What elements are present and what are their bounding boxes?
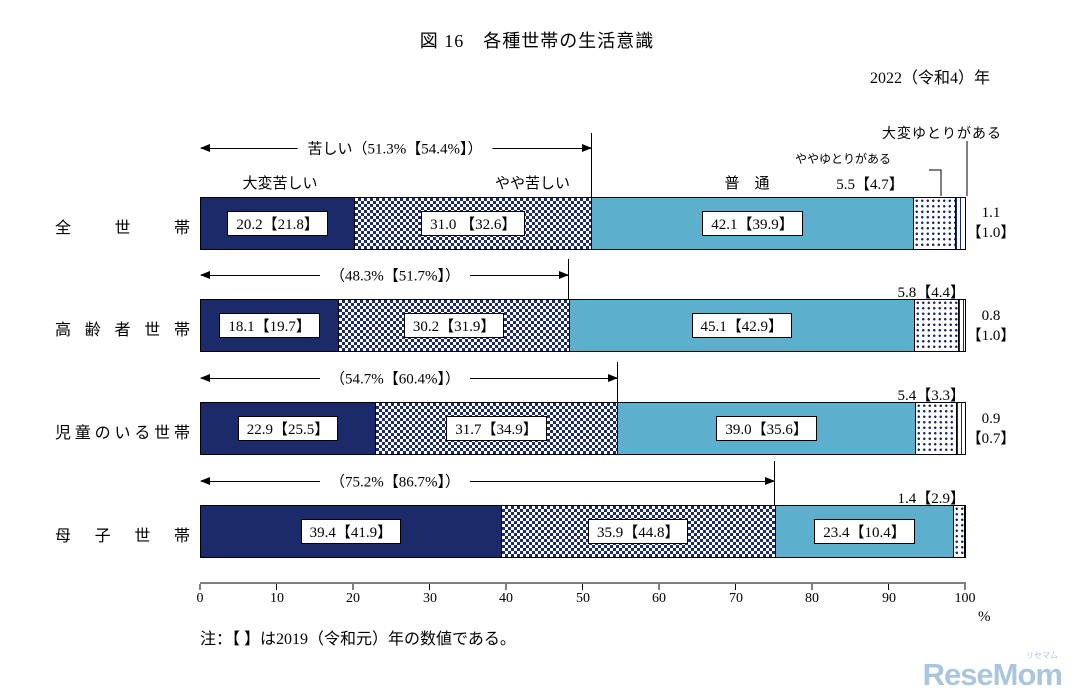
- bar-row-all-households: 20.2【21.8】 31.0 【32.6】 42.1【39.9】: [200, 197, 966, 250]
- watermark-logo: ReseMom: [922, 657, 1063, 692]
- seg-somewhat-difficult: 31.0 【32.6】: [355, 198, 593, 249]
- category-label-elderly: 高齢者世帯: [55, 322, 190, 339]
- seg-some-comfort: [913, 198, 956, 249]
- legend-somewhat-difficult: やや苦しい: [494, 176, 570, 192]
- arrow-left-icon: [200, 144, 210, 152]
- category-label-all-households: 全世帯: [55, 220, 190, 237]
- value-line2: 【1.0】: [966, 225, 1016, 241]
- arrow-right-icon: [765, 477, 776, 485]
- value-box: 31.7【34.9】: [446, 416, 547, 441]
- seg-very-difficult: 22.9【25.5】: [201, 403, 376, 454]
- x-tick-60: 60: [652, 591, 666, 606]
- seg-somewhat-difficult: 35.9【44.8】: [501, 506, 776, 557]
- x-tick-70: 70: [729, 591, 743, 606]
- bracket-label: 苦しい（51.3%【54.4%】）: [297, 137, 493, 159]
- value-box: 20.2【21.8】: [227, 211, 328, 236]
- value-line2: 【0.7】: [966, 431, 1016, 447]
- x-tick-50: 50: [576, 591, 590, 606]
- row3-seg5-value: 0.9 【0.7】: [966, 409, 1016, 449]
- bar-row-single-mother: 39.4【41.9】 35.9【44.8】 23.4【10.4】: [200, 505, 966, 558]
- arrow-left-icon: [200, 477, 210, 485]
- bar-row-elderly: 18.1【19.7】 30.2【31.9】 45.1【42.9】: [200, 299, 966, 352]
- x-tick-30: 30: [423, 591, 437, 606]
- seg-somewhat-difficult: 30.2【31.9】: [339, 300, 570, 351]
- arrow-right-icon: [559, 271, 570, 279]
- seg-some-comfort: [916, 403, 958, 454]
- seg-very-difficult: 18.1【19.7】: [201, 300, 340, 351]
- seg-normal: 39.0【35.6】: [618, 403, 917, 454]
- legend-very-comfort: 大変ゆとりがある: [882, 127, 1002, 142]
- footnote: 注：【 】は2019（令和元）年の数値である。: [200, 631, 516, 648]
- arrow-right-icon: [582, 144, 593, 152]
- row1-seg5-value: 1.1 【1.0】: [966, 203, 1016, 243]
- seg-some-comfort: [914, 300, 959, 351]
- x-tick-20: 20: [346, 591, 360, 606]
- x-tick-90: 90: [882, 591, 896, 606]
- x-tick-0: 0: [196, 591, 204, 606]
- value-box: 22.9【25.5】: [237, 416, 339, 441]
- bracket-line: [201, 481, 775, 482]
- legend-normal: 普 通: [724, 176, 770, 192]
- x-tick-80: 80: [805, 591, 819, 606]
- seg-normal: 45.1【42.9】: [570, 300, 915, 351]
- seg-normal: 42.1【39.9】: [592, 198, 914, 249]
- watermark-furigana: リセマム: [1026, 651, 1058, 660]
- value-box: 35.9【44.8】: [587, 519, 689, 544]
- bar-row-with-children: 22.9【25.5】 31.7【34.9】 39.0【35.6】: [200, 402, 966, 455]
- year-label: 2022（令和4）年: [869, 70, 990, 87]
- legend-some-comfort: ややゆとりがある: [795, 152, 892, 166]
- seg-very-comfort: [957, 403, 965, 454]
- seg-somewhat-difficult: 31.7【34.9】: [375, 403, 619, 454]
- x-axis-line: [199, 582, 966, 590]
- bracket-label: （75.2%【86.7%】）: [320, 470, 470, 492]
- seg-very-difficult: 20.2【21.8】: [201, 198, 356, 249]
- value-line1: 0.8: [981, 308, 1001, 324]
- bracket-label: （48.3%【51.7%】）: [320, 264, 470, 286]
- row1-seg4-value: 5.5【4.7】: [836, 177, 904, 193]
- row2-seg4-value: 5.8【4.4】: [897, 285, 965, 301]
- seg-normal: 23.4【10.4】: [775, 506, 955, 557]
- value-line2: 【1.0】: [966, 328, 1016, 344]
- row4-seg4-value: 1.4【2.9】: [897, 491, 965, 507]
- seg-very-comfort: [958, 300, 965, 351]
- x-tick-40: 40: [499, 591, 513, 606]
- legend-very-difficult: 大変苦しい: [242, 176, 318, 192]
- value-line1: 1.1: [981, 205, 1001, 221]
- category-label-with-children: 児童のいる世帯: [55, 425, 190, 442]
- bracket-boundary-line: [568, 259, 570, 299]
- leader-some-comfort: [929, 169, 942, 196]
- arrow-right-icon: [608, 374, 619, 382]
- value-box: 42.1【39.9】: [702, 211, 803, 236]
- value-box: 31.0 【32.6】: [421, 211, 526, 236]
- value-box: 23.4【10.4】: [814, 519, 915, 544]
- arrow-left-icon: [200, 374, 210, 382]
- seg-very-difficult: 39.4【41.9】: [201, 506, 502, 557]
- x-tick-100: 100: [954, 591, 976, 606]
- value-box: 30.2【31.9】: [403, 313, 505, 338]
- value-box: 39.4【41.9】: [300, 519, 402, 544]
- bracket-boundary-line: [617, 362, 619, 402]
- seg-very-comfort: [955, 198, 965, 249]
- row3-seg4-value: 5.4【3.3】: [897, 388, 965, 404]
- bracket-boundary-line: [774, 461, 776, 505]
- bracket-boundary-line: [591, 133, 593, 197]
- x-axis-unit: %: [978, 609, 991, 625]
- value-box: 18.1【19.7】: [219, 313, 320, 338]
- chart-title: 図 16 各種世帯の生活意識: [419, 31, 655, 51]
- value-line1: 0.9: [981, 411, 1001, 427]
- bracket-label: （54.7%【60.4%】）: [320, 367, 470, 389]
- value-box: 45.1【42.9】: [691, 313, 793, 338]
- resemom-watermark: リセマム ReseMom: [922, 650, 1063, 692]
- x-tick-10: 10: [270, 591, 284, 606]
- seg-some-comfort: [954, 506, 965, 557]
- value-box: 39.0【35.6】: [716, 416, 817, 441]
- category-label-single-mother: 母子世帯: [55, 528, 190, 545]
- arrow-left-icon: [200, 271, 210, 279]
- row2-seg5-value: 0.8 【1.0】: [966, 306, 1016, 346]
